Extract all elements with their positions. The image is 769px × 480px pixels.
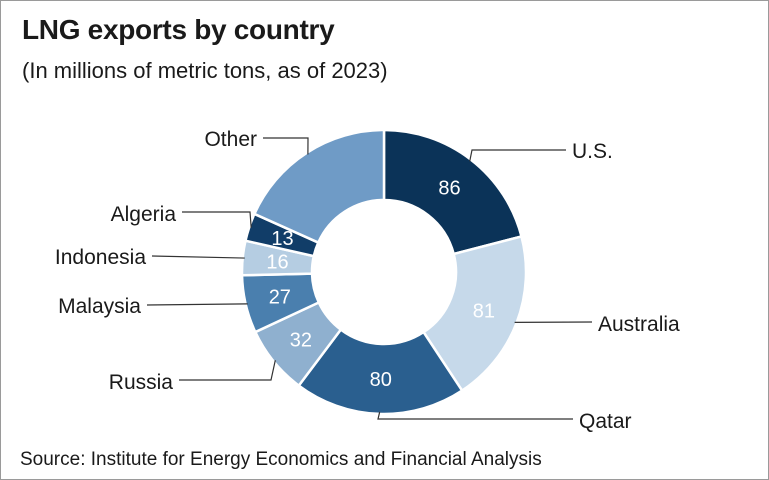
leader-line-algeria [182, 211, 252, 228]
leader-line-qatar [377, 411, 573, 420]
source-note: Source: Institute for Energy Economics a… [20, 449, 542, 470]
value-label-u-s: 86 [438, 177, 460, 199]
leader-line-malaysia [146, 303, 248, 306]
value-label-indonesia: 16 [266, 251, 288, 273]
value-label-qatar: 80 [370, 369, 392, 391]
slice-other [252, 128, 386, 245]
value-label-russia: 32 [290, 329, 312, 351]
slice-u-s [382, 128, 524, 256]
value-label-algeria: 13 [271, 228, 293, 250]
category-labels: U.S. Australia Qatar Russia Malaysia Indonesi… [55, 128, 680, 433]
category-label-other: Other [204, 128, 257, 151]
donut-slices [240, 128, 528, 416]
leader-lines [146, 137, 593, 420]
category-label-australia: Australia [598, 313, 680, 336]
leader-line-russia [179, 360, 276, 381]
leader-line-indonesia [151, 255, 245, 259]
category-label-malaysia: Malaysia [58, 295, 141, 318]
category-label-russia: Russia [109, 371, 174, 394]
slice-qatar [297, 327, 464, 416]
chart-subtitle: (In millions of metric tons, as of 2023) [22, 58, 388, 83]
slice-australia [421, 234, 528, 393]
value-label-australia: 81 [473, 300, 495, 322]
chart-title: LNG exports by country [22, 14, 335, 45]
category-label-qatar: Qatar [579, 410, 632, 433]
leader-line-other [263, 137, 309, 155]
category-label-indonesia: Indonesia [55, 246, 146, 269]
category-label-u-s: U.S. [572, 140, 613, 163]
category-label-algeria: Algeria [111, 203, 177, 226]
value-label-malaysia: 27 [269, 286, 291, 308]
leader-line-u-s [469, 149, 566, 162]
